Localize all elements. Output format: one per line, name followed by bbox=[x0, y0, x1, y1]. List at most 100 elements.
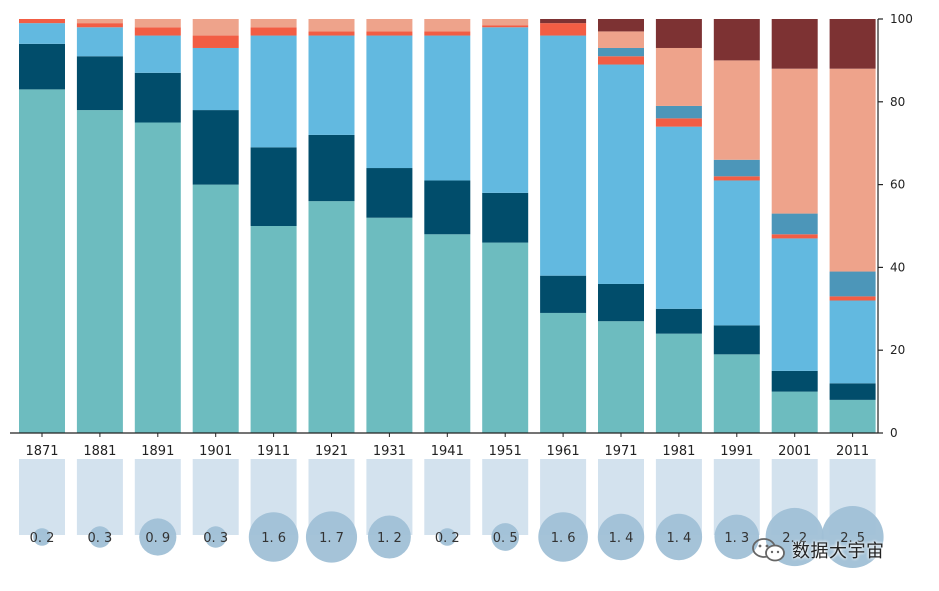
year-label: 1921 bbox=[315, 444, 348, 459]
bar-segment bbox=[598, 31, 644, 48]
y-tick-label: 20 bbox=[890, 343, 905, 357]
bar-segment bbox=[771, 391, 818, 433]
bubble-label: 1. 4 bbox=[666, 531, 691, 546]
bar-segment bbox=[598, 64, 644, 284]
year-label: 1881 bbox=[83, 444, 116, 459]
year-label: 2011 bbox=[836, 444, 869, 459]
bar-segment bbox=[540, 19, 587, 24]
bar-segment bbox=[829, 271, 876, 297]
bar-segment bbox=[655, 19, 702, 48]
bar-segment bbox=[713, 180, 760, 326]
bar-segment bbox=[308, 35, 355, 135]
bubble bbox=[655, 513, 703, 561]
bar-segment bbox=[829, 300, 876, 384]
bar-segment bbox=[829, 399, 876, 433]
bubble-label: 0. 5 bbox=[493, 531, 518, 546]
bar-segment bbox=[771, 213, 818, 235]
y-tick-label: 100 bbox=[890, 12, 913, 26]
bar-segment bbox=[598, 19, 644, 32]
year-label: 1961 bbox=[547, 444, 580, 459]
wechat-icon bbox=[752, 538, 785, 562]
bar-segment bbox=[655, 333, 702, 433]
bubble-stem bbox=[192, 459, 239, 535]
bar-segment bbox=[424, 234, 471, 433]
bar-segment bbox=[713, 354, 760, 433]
bubble-label: 2. 5 bbox=[840, 531, 865, 546]
watermark: 数据大宇宙 bbox=[752, 536, 885, 564]
bar-segment bbox=[19, 89, 65, 433]
bar-segment bbox=[540, 35, 587, 276]
bubble-label: 1. 4 bbox=[609, 531, 634, 546]
bubble-label: 1. 6 bbox=[261, 531, 286, 546]
bar-segment bbox=[19, 43, 65, 90]
bubble bbox=[33, 528, 51, 546]
bubble-label: 0. 9 bbox=[145, 531, 170, 546]
bubble-label: 0. 2 bbox=[30, 531, 55, 546]
bar-segment bbox=[192, 35, 239, 48]
bar-segment bbox=[829, 19, 876, 69]
bubble bbox=[305, 511, 358, 563]
bar-segment bbox=[771, 19, 818, 69]
bar-segment bbox=[598, 321, 644, 433]
bar-segment bbox=[655, 118, 702, 127]
bar-segment bbox=[598, 56, 644, 65]
watermark-text: 数据大宇宙 bbox=[792, 541, 885, 562]
bubble bbox=[367, 515, 411, 559]
y-tick-label: 60 bbox=[890, 178, 905, 192]
bubble bbox=[248, 512, 299, 562]
bar-segment bbox=[771, 238, 818, 371]
bar-segment bbox=[250, 226, 297, 433]
year-label: 1941 bbox=[431, 444, 464, 459]
bar-segment bbox=[482, 242, 529, 433]
bar-segment bbox=[713, 176, 760, 181]
bubble-stem bbox=[482, 459, 529, 535]
bar-segment bbox=[829, 296, 876, 301]
bar-segment bbox=[771, 370, 818, 392]
bubble bbox=[538, 512, 588, 562]
year-label: 2001 bbox=[778, 444, 811, 459]
bar-segment bbox=[76, 27, 123, 57]
bar-segment bbox=[250, 19, 297, 28]
y-tick-label: 40 bbox=[890, 260, 905, 274]
bubble-label: 2. 2 bbox=[782, 531, 807, 546]
bar-segment bbox=[192, 184, 239, 433]
bar-segment bbox=[308, 31, 355, 36]
bubble-label: 1. 7 bbox=[319, 531, 344, 546]
bubble bbox=[491, 523, 520, 551]
bar-segment bbox=[250, 147, 297, 226]
bar-segment bbox=[771, 68, 818, 214]
bar-segment bbox=[713, 19, 760, 61]
bar-segment bbox=[134, 19, 181, 28]
year-label: 1901 bbox=[199, 444, 232, 459]
year-label: 1871 bbox=[25, 444, 58, 459]
bar-segment bbox=[192, 47, 239, 111]
bar-segment bbox=[829, 383, 876, 400]
bar-segment bbox=[598, 283, 644, 322]
y-tick-label: 0 bbox=[890, 426, 898, 440]
bar-segment bbox=[424, 180, 471, 235]
bar-segment bbox=[424, 19, 471, 32]
bar-segment bbox=[482, 192, 529, 243]
bar-segment bbox=[134, 27, 181, 36]
bar-segment bbox=[134, 35, 181, 73]
bar-segment bbox=[366, 168, 413, 218]
year-label: 1991 bbox=[720, 444, 753, 459]
bubble-stem bbox=[76, 459, 123, 535]
bar-segment bbox=[540, 312, 587, 433]
bar-segment bbox=[655, 126, 702, 309]
bar-segment bbox=[308, 134, 355, 202]
bar-segment bbox=[482, 19, 529, 26]
year-label: 1971 bbox=[604, 444, 637, 459]
bar-segment bbox=[366, 31, 413, 36]
bar-segment bbox=[424, 35, 471, 181]
bar-segment bbox=[655, 308, 702, 334]
year-label: 1981 bbox=[662, 444, 695, 459]
bubble bbox=[821, 506, 884, 568]
bar-segment bbox=[482, 27, 529, 193]
bar-segment bbox=[713, 60, 760, 160]
bar-segment bbox=[424, 31, 471, 36]
bubble bbox=[204, 526, 227, 548]
bubble bbox=[597, 513, 645, 561]
bar-segment bbox=[76, 56, 123, 111]
bubble-label: 1. 6 bbox=[551, 531, 576, 546]
